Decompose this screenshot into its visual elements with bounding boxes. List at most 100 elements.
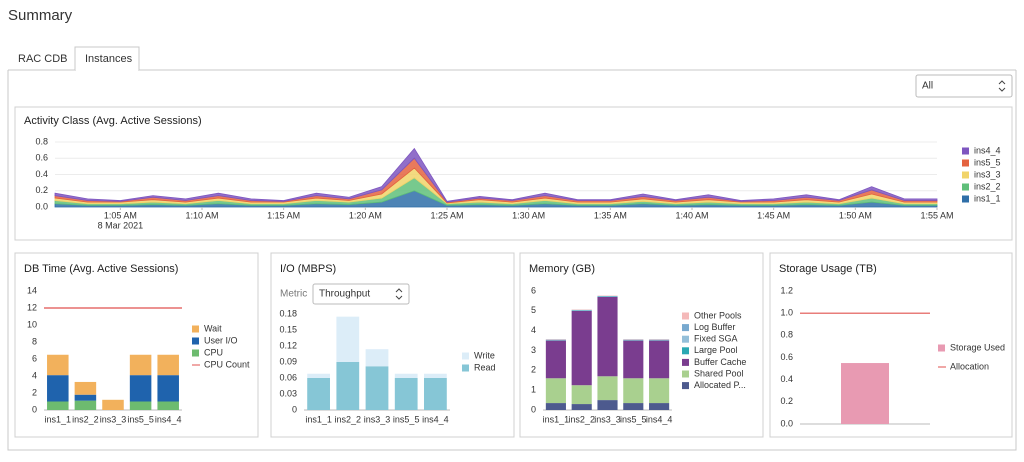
legend-swatch (962, 172, 969, 179)
legend-swatch (682, 371, 689, 378)
y-tick-label: 0.09 (279, 356, 297, 366)
legend-swatch (962, 184, 969, 191)
legend-label: Shared Pool (694, 368, 744, 378)
x-tick-label: 1:45 AM (757, 210, 790, 220)
legend-label: ins2_2 (974, 181, 1001, 191)
x-tick-label: 1:55 AM (920, 210, 953, 220)
bar-segment (649, 341, 669, 379)
x-tick-label: ins1_1 (305, 414, 332, 424)
y-tick-label: 14 (27, 285, 37, 295)
y-tick-label: 2 (531, 365, 536, 375)
legend-swatch (192, 326, 199, 333)
legend-label: Other Pools (694, 310, 742, 320)
y-tick-label: 0.03 (279, 388, 297, 398)
tab-active[interactable]: Instances (85, 53, 133, 65)
bar-segment (424, 374, 447, 378)
y-tick-label: 1 (531, 385, 536, 395)
page-title: Summary (8, 7, 73, 24)
y-tick-label: 0.0 (780, 418, 793, 428)
legend-label: Wait (204, 323, 222, 333)
legend-swatch (938, 345, 945, 352)
legend-label: CPU (204, 347, 223, 357)
y-tick-label: 0.06 (279, 372, 297, 382)
y-tick-label: 0.8 (35, 136, 48, 146)
y-tick-label: 0.4 (780, 374, 793, 384)
bar-segment (572, 311, 592, 385)
x-tick-label: 1:05 AM (104, 210, 137, 220)
bar-segment (424, 378, 447, 410)
bar-segment (395, 374, 418, 378)
legend-swatch (962, 148, 969, 155)
x-tick-label: ins1_1 (45, 414, 72, 424)
legend-label: Read (474, 362, 496, 372)
legend-label: ins3_3 (974, 169, 1001, 179)
bar-segment (307, 374, 330, 378)
y-tick-label: 0.4 (35, 169, 48, 179)
legend-label: User I/O (204, 335, 238, 345)
legend-label: CPU Count (204, 359, 250, 369)
legend-swatch (682, 336, 689, 343)
x-tick-label: ins2_2 (335, 414, 362, 424)
legend-swatch (682, 347, 689, 354)
y-tick-label: 5 (531, 305, 536, 315)
legend-label: Storage Used (950, 342, 1005, 352)
legend-label: ins1_1 (974, 193, 1001, 203)
y-tick-label: 0 (292, 404, 297, 414)
x-tick-label: ins1_1 (543, 414, 570, 424)
y-tick-label: 0.2 (780, 396, 793, 406)
y-tick-label: 0.2 (35, 185, 48, 195)
bar-segment (75, 382, 97, 395)
bar-segment (157, 355, 179, 375)
bar-segment (75, 401, 97, 410)
x-tick-label: 1:35 AM (594, 210, 627, 220)
legend-swatch (682, 359, 689, 366)
bar-segment (47, 402, 69, 411)
x-tick-label: ins4_4 (155, 414, 182, 424)
legend-swatch (682, 382, 689, 389)
bar-segment (597, 400, 617, 410)
legend-label: ins5_5 (974, 157, 1001, 167)
y-tick-label: 4 (32, 370, 37, 380)
bar-segment (395, 378, 418, 410)
x-tick-label: ins4_4 (422, 414, 449, 424)
y-tick-label: 12 (27, 302, 37, 312)
legend-label: Allocation (950, 361, 989, 371)
bar-segment (623, 378, 643, 403)
filter-value[interactable]: All (922, 81, 933, 92)
bar-segment (546, 341, 566, 379)
tab[interactable]: RAC CDB (18, 53, 68, 65)
metric-value[interactable]: Throughput (319, 289, 370, 300)
legend-swatch (962, 196, 969, 203)
x-tick-label: ins5_5 (393, 414, 420, 424)
legend-label: Large Pool (694, 345, 738, 355)
bar-segment (130, 375, 152, 401)
bar-segment (75, 395, 97, 401)
y-tick-label: 10 (27, 319, 37, 329)
legend-label: Write (474, 350, 495, 360)
x-tick-label: ins3_3 (594, 414, 621, 424)
legend-swatch (962, 160, 969, 167)
x-tick-label: ins3_3 (100, 414, 127, 424)
y-tick-label: 0.12 (279, 340, 297, 350)
bar-segment (336, 317, 359, 362)
y-tick-label: 1.2 (780, 285, 793, 295)
x-tick-label: 1:20 AM (349, 210, 382, 220)
y-tick-label: 0.0 (35, 201, 48, 211)
y-tick-label: 6 (32, 353, 37, 363)
bar-segment (572, 404, 592, 410)
y-tick-label: 0 (531, 404, 536, 414)
bar-segment (130, 402, 152, 411)
x-tick-label: 1:15 AM (267, 210, 300, 220)
bar-segment (546, 378, 566, 403)
panel-title: Activity Class (Avg. Active Sessions) (24, 115, 202, 127)
legend-swatch (192, 350, 199, 357)
bar-segment (623, 403, 643, 410)
legend-swatch (462, 353, 469, 360)
y-tick-label: 3 (531, 345, 536, 355)
x-tick-label: ins2_2 (72, 414, 99, 424)
x-tick-label: 1:10 AM (185, 210, 218, 220)
bar-segment (597, 297, 617, 376)
bar-segment (102, 400, 124, 410)
x-tick-label: 1:30 AM (512, 210, 545, 220)
